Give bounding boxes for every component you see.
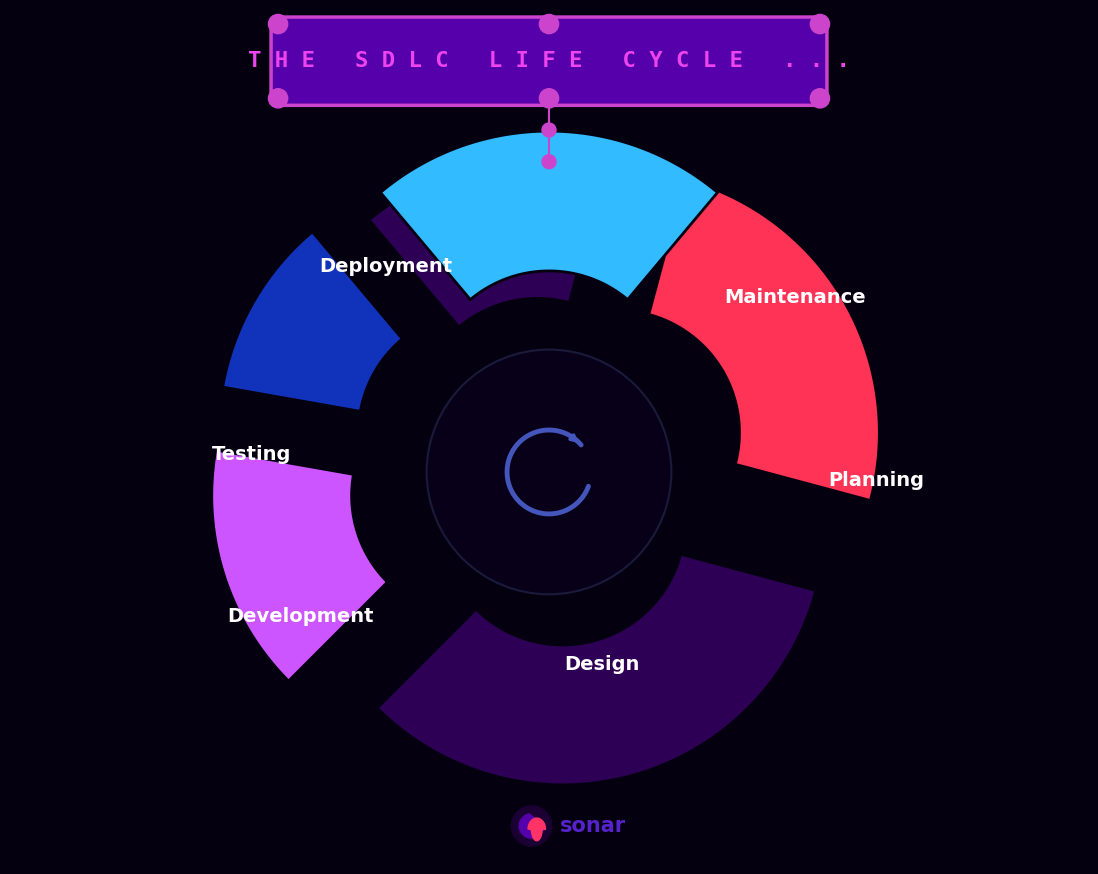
Text: Planning: Planning [829, 471, 925, 490]
Text: Development: Development [227, 607, 374, 626]
Circle shape [810, 88, 830, 108]
Circle shape [542, 155, 556, 169]
Polygon shape [369, 158, 605, 327]
Circle shape [539, 14, 559, 33]
FancyBboxPatch shape [271, 17, 827, 105]
Polygon shape [212, 450, 388, 681]
Text: Testing: Testing [212, 445, 291, 464]
Circle shape [268, 88, 288, 108]
Circle shape [542, 123, 556, 137]
Circle shape [810, 14, 830, 33]
Polygon shape [528, 818, 546, 841]
Text: Deployment: Deployment [320, 257, 452, 276]
Circle shape [539, 88, 559, 108]
Polygon shape [381, 131, 717, 300]
Polygon shape [378, 554, 816, 785]
Circle shape [512, 806, 551, 846]
Polygon shape [223, 232, 402, 412]
Text: Maintenance: Maintenance [724, 288, 865, 307]
Circle shape [542, 91, 556, 105]
Text: Design: Design [563, 655, 639, 674]
Text: T H E   S D L C   L I F E   C Y C L E   . . .: T H E S D L C L I F E C Y C L E . . . [248, 52, 850, 71]
Polygon shape [649, 179, 879, 501]
Circle shape [427, 350, 671, 594]
Circle shape [268, 14, 288, 33]
Text: sonar: sonar [560, 816, 626, 836]
Polygon shape [519, 814, 544, 838]
